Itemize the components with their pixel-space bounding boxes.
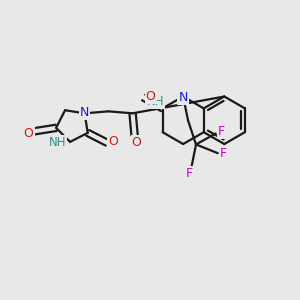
Text: N: N — [80, 106, 89, 119]
Text: O: O — [132, 136, 142, 148]
Text: F: F — [186, 167, 193, 180]
Text: O: O — [24, 127, 34, 140]
Text: N: N — [178, 91, 188, 104]
Text: F: F — [218, 125, 225, 138]
Text: O: O — [108, 135, 118, 148]
Text: F: F — [220, 147, 227, 160]
Text: NH: NH — [49, 136, 66, 149]
Text: O: O — [146, 90, 155, 103]
Text: NH: NH — [147, 95, 164, 108]
